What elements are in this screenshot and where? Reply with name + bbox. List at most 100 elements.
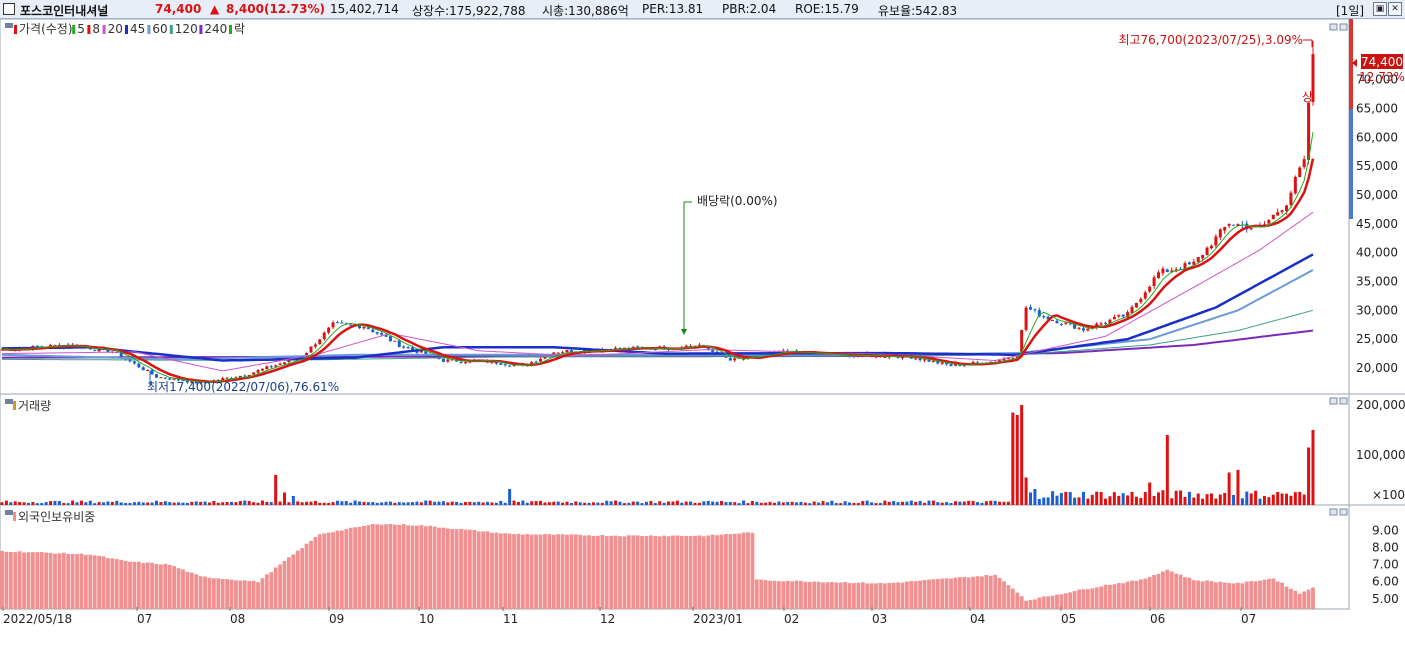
checkbox-icon[interactable] (3, 3, 15, 15)
foreign-bar (856, 582, 861, 609)
foreign-bar (1156, 573, 1161, 609)
x-tick-label-0: 2022/05/18 (3, 612, 72, 626)
foreign-bar (22, 552, 26, 609)
volume-bar (808, 503, 812, 505)
foreign-bar (1077, 589, 1081, 609)
volume-minimize-icon[interactable] (1329, 397, 1338, 405)
foreign-bar (1253, 581, 1258, 609)
candle-body (313, 344, 317, 347)
panel-close-icon[interactable] (1339, 23, 1348, 31)
volume-bar (728, 501, 732, 505)
candle (1130, 305, 1134, 314)
volume-bar (587, 502, 591, 505)
foreign-minimize-icon[interactable] (1329, 508, 1338, 516)
volume-bar (163, 501, 167, 505)
volume-bar (795, 502, 799, 505)
volume-bar (1051, 491, 1055, 505)
volume-bar (35, 503, 39, 505)
volume-bar (1240, 498, 1244, 505)
candle-body (1223, 226, 1227, 231)
foreign-bar (565, 534, 569, 609)
candle-body (1117, 315, 1121, 317)
volume-bar (463, 502, 467, 505)
volume-bar (905, 501, 909, 505)
current-price: 74,400 (155, 2, 202, 16)
volume-bar (102, 502, 106, 505)
x-tick-label-4: 10 (419, 612, 434, 626)
candle-body (1280, 210, 1284, 213)
foreign-bar (326, 532, 331, 609)
period-selector[interactable]: [1일] (1336, 4, 1365, 18)
panel-menu-icon-price[interactable] (5, 23, 13, 28)
candle (1117, 314, 1121, 319)
last-change-label: 12.73% (1359, 70, 1405, 84)
volume-bar (455, 501, 459, 505)
volume-bar (309, 501, 313, 505)
volume-bar (419, 502, 423, 505)
foreign-bar (1183, 577, 1187, 609)
volume-bar (680, 502, 684, 505)
panel-menu-icon-foreign[interactable] (5, 510, 13, 515)
panel-minimize-icon[interactable] (1329, 23, 1338, 31)
foreign-bar (631, 535, 636, 609)
x-tick-label-9: 03 (872, 612, 887, 626)
volume-bar (402, 502, 406, 505)
foreign-bar (520, 534, 525, 609)
legend-swatch-4 (125, 25, 128, 34)
candle-body (1157, 272, 1161, 279)
panel-menu-icon-volume[interactable] (5, 399, 13, 404)
candle-body (622, 347, 626, 349)
foreign-bar (1289, 588, 1293, 609)
candle-body (1068, 323, 1072, 325)
foreign-bar (1138, 579, 1143, 609)
foreign-bar (838, 582, 843, 609)
candle-body (190, 380, 194, 383)
volume-bar (1249, 493, 1253, 505)
candle-body (380, 333, 384, 335)
candle-body (327, 327, 331, 333)
volume-bar (1073, 497, 1077, 505)
candle-body (146, 369, 150, 371)
foreign-bar (918, 580, 923, 609)
volume-bar (711, 501, 715, 505)
volume-bar (18, 502, 22, 505)
restore-icon[interactable]: ▣ (1373, 2, 1387, 16)
ma45-line (2, 253, 1314, 362)
legend-label-4: 45 (130, 22, 145, 36)
volume-bar (450, 501, 454, 505)
foreign-bar (503, 533, 508, 609)
volume-bar (1126, 495, 1130, 505)
candle (278, 362, 282, 366)
volume-bar (821, 501, 825, 505)
candle-body (508, 365, 512, 367)
volume-bar (115, 500, 119, 505)
volume-bar (234, 502, 238, 505)
candle (1214, 234, 1218, 248)
volume-bar (230, 501, 234, 505)
foreign-bar (1275, 581, 1280, 609)
volume-bar (1311, 430, 1315, 505)
foreign-bar (313, 537, 318, 609)
candle (168, 377, 172, 380)
volume-bar (1267, 497, 1271, 505)
candle-body (697, 344, 701, 346)
foreign-bar (878, 582, 883, 609)
candle-body (256, 370, 260, 373)
foreign-bar (211, 578, 216, 609)
candle-body (1148, 286, 1152, 292)
volume-close-icon[interactable] (1339, 397, 1348, 405)
candle-body (927, 358, 931, 362)
foreign-bar (993, 574, 998, 609)
foreign-bar (922, 579, 927, 609)
foreign-close-icon[interactable] (1339, 508, 1348, 516)
foreign-bar (242, 580, 247, 609)
candle-body (309, 346, 313, 353)
volume-bar (569, 502, 573, 505)
candle-body (172, 378, 176, 380)
candle (141, 365, 145, 371)
moving-average-lines (1, 132, 1315, 383)
legend-swatch-2 (87, 25, 91, 34)
close-icon[interactable]: ✕ (1388, 2, 1402, 16)
foreign-bar (1271, 578, 1276, 609)
candle-body (137, 363, 141, 368)
